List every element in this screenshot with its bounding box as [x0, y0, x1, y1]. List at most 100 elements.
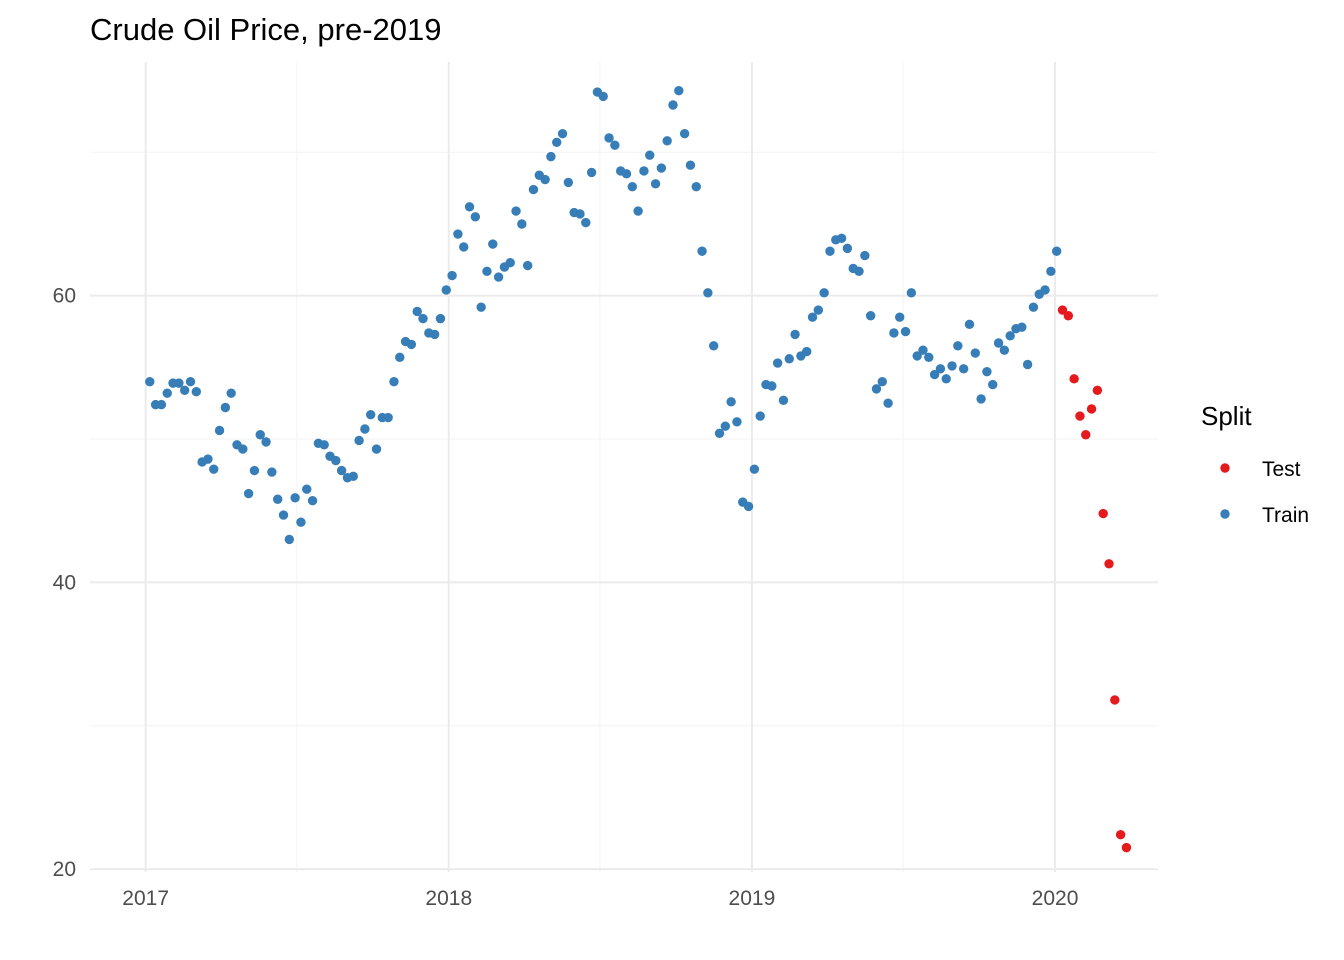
data-point	[674, 85, 684, 96]
data-point	[389, 376, 399, 387]
data-point	[1046, 266, 1056, 277]
data-point	[895, 312, 905, 322]
data-point	[272, 494, 283, 504]
data-point	[1115, 830, 1126, 840]
x-tick-label: 2019	[729, 887, 776, 910]
data-point	[406, 339, 417, 350]
data-point	[691, 182, 701, 192]
data-point	[842, 243, 853, 254]
data-point	[685, 160, 696, 170]
plot-grid	[90, 62, 1158, 872]
y-tick-label: 40	[53, 571, 76, 594]
data-point	[412, 306, 422, 317]
data-point	[418, 313, 428, 324]
data-point	[772, 358, 783, 368]
data-point	[156, 399, 167, 410]
data-point	[988, 379, 998, 390]
x-tick-label: 2017	[122, 887, 169, 910]
data-point	[546, 151, 556, 162]
data-point	[784, 354, 794, 364]
data-point	[627, 182, 638, 192]
series-test	[1057, 305, 1132, 853]
data-point	[668, 100, 678, 110]
data-point	[354, 435, 364, 446]
data-point	[482, 266, 492, 277]
data-point	[662, 136, 672, 146]
data-point	[581, 217, 591, 228]
x-axis-ticks: 2017 2018 2019 2020	[122, 887, 1078, 910]
data-point	[854, 266, 864, 277]
data-point	[383, 412, 393, 423]
data-point	[1110, 695, 1120, 705]
data-point	[633, 206, 643, 216]
legend-key	[1220, 463, 1230, 473]
data-point	[563, 177, 574, 188]
data-point	[743, 501, 754, 512]
data-point	[813, 305, 824, 315]
data-point	[179, 385, 190, 396]
data-point	[1069, 374, 1079, 384]
data-point	[953, 341, 963, 351]
data-point	[517, 219, 527, 229]
data-point	[557, 128, 568, 139]
data-point	[924, 352, 934, 363]
data-point	[964, 319, 975, 330]
data-point	[1121, 842, 1132, 853]
data-point	[982, 366, 992, 377]
data-point	[970, 348, 980, 358]
data-point	[732, 417, 742, 427]
data-point	[807, 312, 818, 322]
legend-label: Test	[1262, 458, 1301, 481]
x-tick-label: 2020	[1032, 887, 1079, 910]
data-point	[255, 430, 265, 440]
data-point	[476, 302, 486, 312]
data-point	[249, 465, 260, 476]
data-point	[1086, 404, 1097, 414]
data-point	[459, 242, 469, 252]
y-axis-ticks: 20 40 60	[53, 285, 76, 881]
data-point	[755, 411, 765, 421]
data-point	[935, 364, 946, 374]
data-point	[1098, 508, 1108, 519]
data-point	[284, 534, 295, 545]
data-point	[900, 326, 911, 337]
data-point	[302, 484, 312, 494]
data-point	[1063, 311, 1074, 321]
data-point	[679, 128, 690, 139]
data-point	[145, 376, 155, 387]
data-point	[767, 381, 777, 391]
data-point	[528, 184, 539, 195]
data-point	[604, 133, 614, 143]
data-point	[429, 329, 440, 340]
data-point	[871, 384, 882, 394]
data-point	[912, 351, 922, 361]
data-point	[918, 345, 928, 355]
data-point	[720, 421, 731, 431]
data-point	[488, 239, 498, 249]
data-point	[505, 258, 515, 268]
data-point	[790, 329, 800, 340]
data-point	[267, 467, 277, 477]
data-point	[441, 285, 451, 295]
data-point	[947, 361, 957, 371]
data-point	[464, 202, 475, 212]
data-point	[865, 311, 876, 321]
data-point	[714, 428, 725, 439]
data-point	[319, 440, 329, 450]
data-point	[552, 137, 562, 147]
data-point	[726, 397, 736, 407]
data-point	[261, 437, 271, 447]
data-point	[993, 338, 1004, 348]
legend: Split Test Train	[1201, 401, 1309, 527]
data-point	[331, 455, 341, 466]
data-point	[883, 398, 893, 408]
data-point	[825, 246, 835, 256]
data-point	[209, 464, 219, 474]
data-point	[522, 260, 533, 271]
legend-title: Split	[1201, 401, 1252, 431]
data-point	[958, 364, 969, 374]
data-point	[435, 313, 446, 324]
legend-key	[1220, 509, 1230, 519]
data-point	[395, 352, 405, 363]
